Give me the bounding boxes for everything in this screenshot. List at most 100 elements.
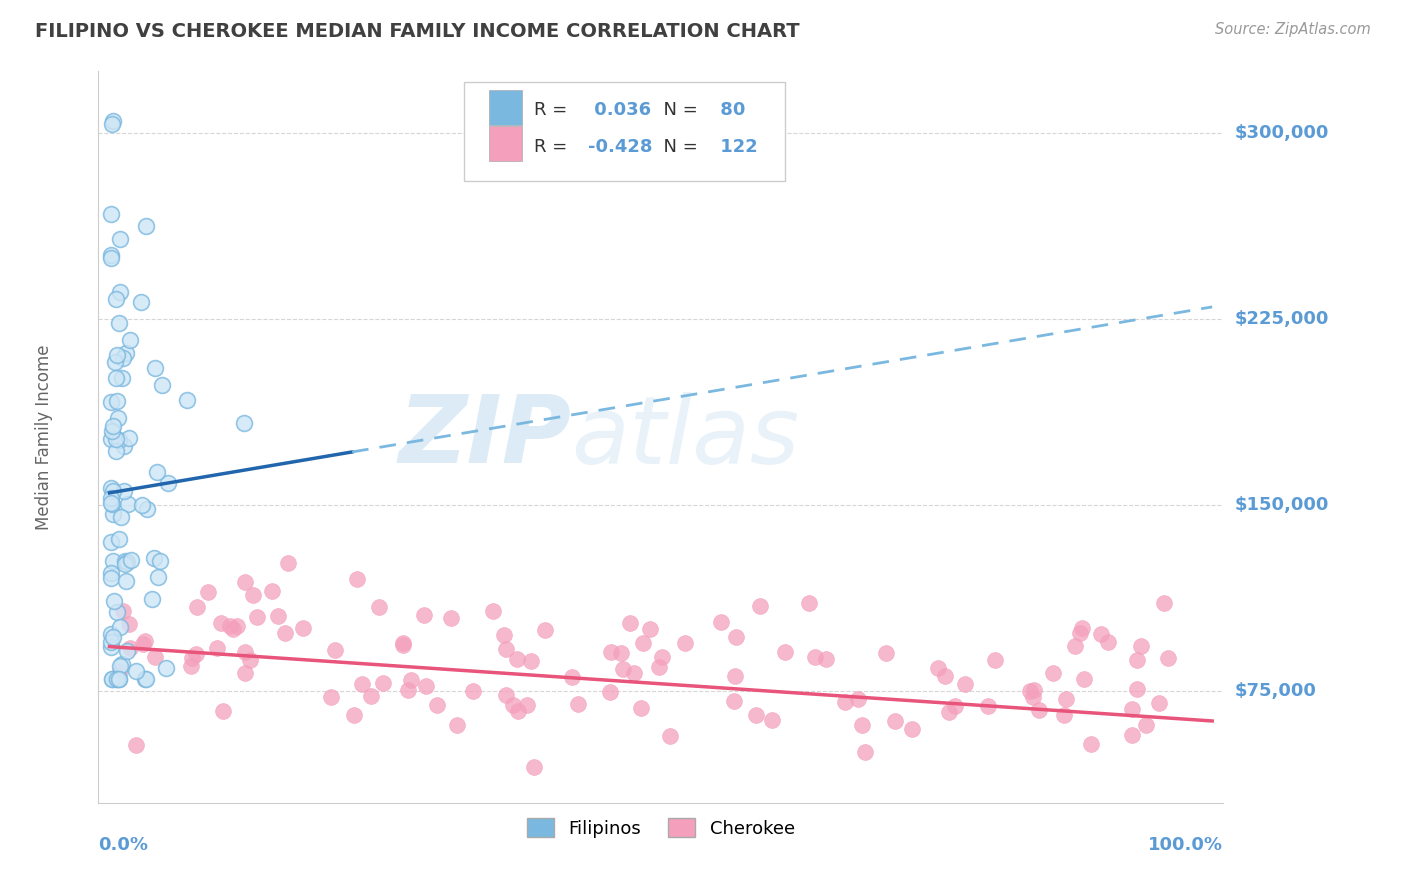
Point: [233, 575, 256, 590]
Point: [101, 554, 124, 568]
Text: $150,000: $150,000: [1234, 496, 1329, 515]
Point: [108, 433, 131, 447]
Text: N =: N =: [652, 101, 703, 120]
Point: [239, 653, 262, 667]
Point: [1073, 673, 1095, 687]
Point: [108, 232, 131, 246]
Point: [101, 497, 124, 511]
Point: [640, 622, 662, 636]
Point: [100, 424, 122, 438]
Point: [745, 707, 768, 722]
Point: [1121, 728, 1143, 742]
Point: [495, 688, 517, 702]
Point: [461, 683, 484, 698]
Point: [186, 647, 208, 661]
Point: [673, 636, 696, 650]
Point: [209, 616, 232, 631]
Point: [176, 392, 198, 407]
Point: [352, 677, 374, 691]
Point: [135, 672, 157, 686]
Point: [875, 646, 897, 660]
Point: [415, 679, 437, 693]
Point: [105, 605, 128, 619]
Point: [120, 553, 142, 567]
Text: N =: N =: [652, 137, 703, 156]
Point: [112, 351, 135, 365]
Point: [108, 620, 131, 634]
Point: [100, 251, 122, 265]
Point: [630, 701, 652, 715]
Point: [482, 603, 505, 617]
Point: [100, 394, 122, 409]
Text: 0.0%: 0.0%: [98, 836, 149, 854]
Point: [115, 574, 138, 588]
Point: [1028, 703, 1050, 717]
Point: [392, 638, 415, 652]
Point: [567, 698, 589, 712]
Point: [197, 585, 219, 599]
Point: [149, 554, 172, 568]
Text: $225,000: $225,000: [1234, 310, 1329, 328]
Point: [346, 572, 368, 586]
Point: [101, 419, 124, 434]
Point: [146, 466, 169, 480]
FancyBboxPatch shape: [489, 90, 523, 125]
Point: [799, 596, 821, 610]
Point: [117, 556, 139, 570]
Text: $75,000: $75,000: [1234, 682, 1316, 700]
Point: [520, 654, 543, 668]
Point: [612, 662, 634, 676]
Point: [610, 646, 633, 660]
Point: [246, 609, 269, 624]
Point: [658, 729, 681, 743]
Point: [100, 481, 122, 495]
Point: [101, 483, 124, 498]
Point: [131, 498, 153, 512]
Point: [814, 652, 837, 666]
Point: [761, 714, 783, 728]
Point: [111, 657, 134, 672]
Point: [368, 599, 391, 614]
Point: [135, 219, 157, 233]
Point: [492, 628, 515, 642]
Point: [561, 670, 583, 684]
Point: [242, 587, 264, 601]
Point: [846, 692, 869, 706]
Point: [413, 608, 436, 623]
Point: [100, 495, 122, 509]
Text: 100.0%: 100.0%: [1149, 836, 1223, 854]
Point: [724, 630, 747, 644]
Point: [105, 672, 128, 686]
Point: [100, 635, 122, 649]
Point: [212, 704, 235, 718]
Point: [274, 626, 297, 640]
Point: [953, 676, 976, 690]
Point: [724, 668, 747, 682]
Point: [120, 333, 142, 347]
Point: [101, 630, 124, 644]
Text: -0.428: -0.428: [588, 137, 652, 156]
Point: [134, 634, 156, 648]
Point: [186, 599, 208, 614]
Point: [773, 645, 796, 659]
Text: R =: R =: [534, 101, 572, 120]
Point: [104, 370, 127, 384]
Point: [1054, 692, 1077, 706]
Point: [804, 650, 827, 665]
Point: [396, 682, 419, 697]
Text: atlas: atlas: [571, 392, 799, 483]
Point: [104, 444, 127, 458]
Point: [141, 591, 163, 606]
Point: [343, 708, 366, 723]
Point: [943, 698, 966, 713]
Point: [323, 642, 346, 657]
Point: [1022, 683, 1045, 698]
Point: [110, 285, 132, 299]
Text: Median Family Income: Median Family Income: [35, 344, 53, 530]
Point: [100, 248, 122, 262]
Point: [599, 685, 621, 699]
Text: ZIP: ZIP: [398, 391, 571, 483]
Point: [118, 617, 141, 632]
FancyBboxPatch shape: [464, 82, 785, 181]
Point: [1121, 702, 1143, 716]
